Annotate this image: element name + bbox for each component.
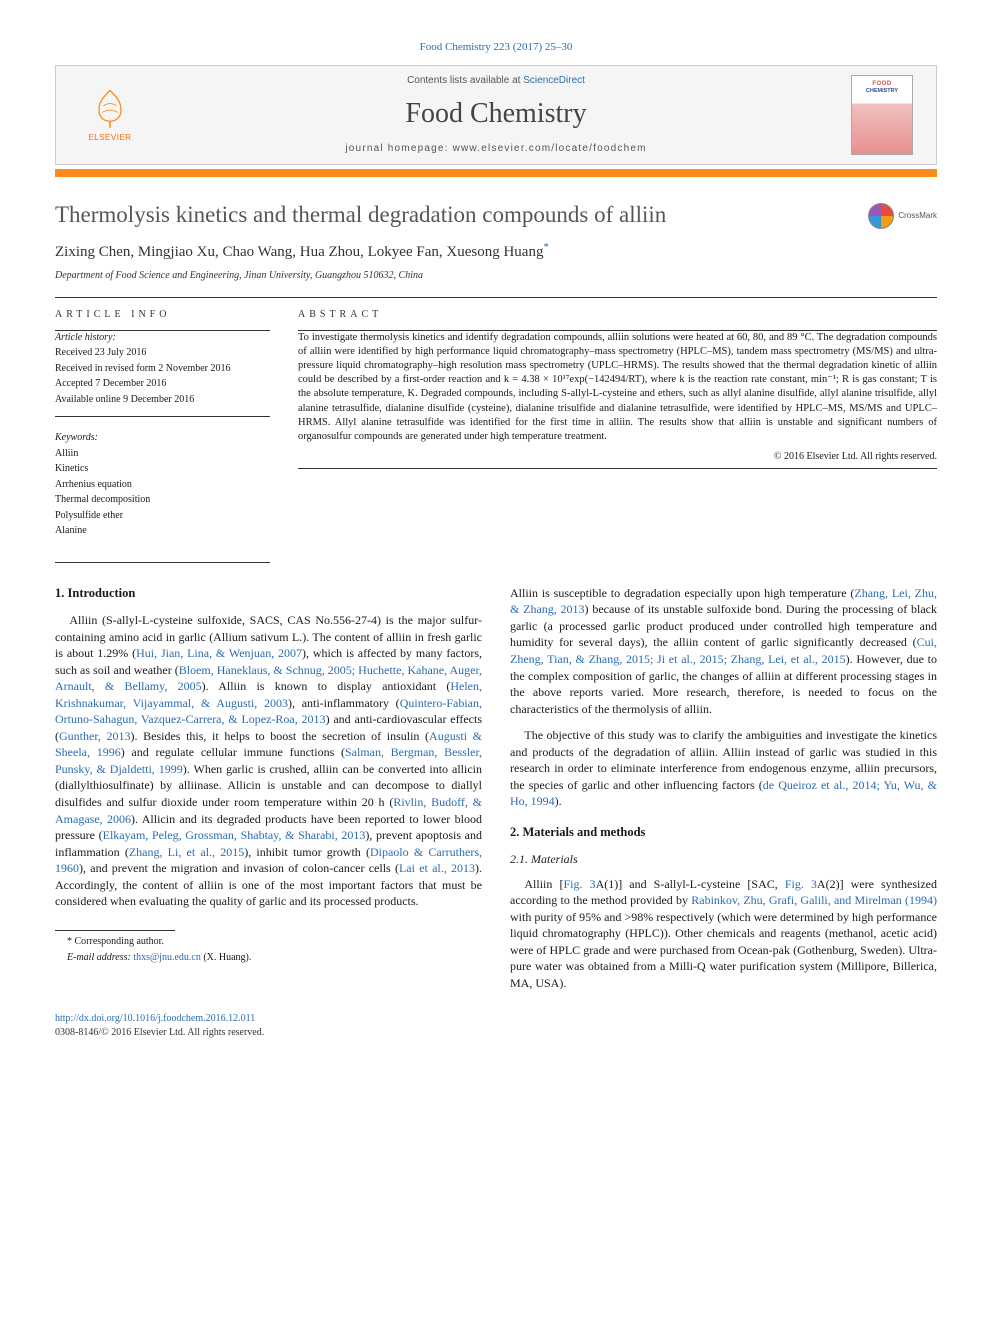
abstract-text: To investigate thermolysis kinetics and … [298,331,937,444]
keyword-item: Thermal decomposition [55,493,270,507]
crossmark-badge[interactable]: CrossMark [868,203,937,229]
citation-link[interactable]: Rabinkov, Zhu, Grafi, Galili, and Mirelm… [691,893,937,907]
contents-prefix: Contents lists available at [407,75,523,86]
history-online: Available online 9 December 2016 [55,393,270,407]
history-label: Article history: [55,331,270,345]
title-row: Thermolysis kinetics and thermal degrada… [55,199,937,231]
right-column: Alliin is susceptible to degradation esp… [510,585,937,1002]
article-info-column: ARTICLE INFO Article history: Received 2… [55,308,270,540]
journal-banner: ELSEVIER Contents lists available at Sci… [55,65,937,164]
email-link[interactable]: thxs@jnu.edu.cn [133,952,201,963]
section-2-head: 2. Materials and methods [510,824,937,841]
contents-line: Contents lists available at ScienceDirec… [150,74,842,88]
doi-prefix: http://dx.doi.org/ [55,1013,123,1024]
cover-thumb-block: FOOD CHEMISTRY [842,75,922,155]
info-abstract-row: ARTICLE INFO Article history: Received 2… [55,308,937,540]
doi-link[interactable]: 10.1016/j.foodchem.2016.12.011 [123,1013,256,1024]
keyword-item: Polysulfide ether [55,509,270,523]
publisher-name: ELSEVIER [88,132,131,143]
citation-link[interactable]: Gunther, 2013 [59,729,130,743]
keyword-item: Kinetics [55,462,270,476]
history-revised: Received in revised form 2 November 2016 [55,362,270,376]
abs-bottom-divider [298,468,937,469]
header-citation: Food Chemistry 223 (2017) 25–30 [55,40,937,55]
figure-link[interactable]: Fig. 3 [785,877,817,891]
abstract-head: ABSTRACT [298,308,937,322]
corresponding-marker: * [543,242,548,253]
citation-link[interactable]: Elkayam, Peleg, Grossman, Shabtay, & Sha… [103,828,366,842]
sciencedirect-link[interactable]: ScienceDirect [523,75,585,86]
doi-line: http://dx.doi.org/10.1016/j.foodchem.201… [55,1012,937,1026]
citation-link[interactable]: Zhang, Li, et al., 2015 [129,845,244,859]
journal-name: Food Chemistry [150,94,842,133]
crossmark-label: CrossMark [898,210,937,221]
left-column: 1. Introduction Alliin (S-allyl-L-cystei… [55,585,482,1002]
issn-line: 0308-8146/© 2016 Elsevier Ltd. All right… [55,1026,937,1040]
crossmark-icon [868,203,894,229]
elsevier-tree-icon [88,86,132,130]
intro-p1: Alliin (S-allyl-L-cysteine sulfoxide, SA… [55,612,482,910]
article-title: Thermolysis kinetics and thermal degrada… [55,199,848,231]
cover-subtitle: CHEMISTRY [852,88,912,96]
homepage-line: journal homepage: www.elsevier.com/locat… [150,142,842,156]
keyword-item: Alanine [55,524,270,538]
homepage-url[interactable]: www.elsevier.com/locate/foodchem [453,143,647,154]
orange-divider-bar [55,169,937,177]
abstract-column: ABSTRACT To investigate thermolysis kine… [298,308,937,540]
citation-link[interactable]: Lai et al., 2013 [399,861,475,875]
homepage-prefix: journal homepage: [345,143,452,154]
kw-divider [55,416,270,417]
article-info-head: ARTICLE INFO [55,308,270,322]
citation-link[interactable]: Hui, Jian, Lina, & Wenjuan, 2007 [136,646,302,660]
corresponding-label: * Corresponding author. [55,935,482,949]
affiliation: Department of Food Science and Engineeri… [55,269,937,283]
publisher-logo-block: ELSEVIER [70,80,150,150]
keyword-item: Arrhenius equation [55,478,270,492]
keywords-block: Keywords: Alliin Kinetics Arrhenius equa… [55,431,270,538]
keywords-label: Keywords: [55,431,270,445]
banner-center: Contents lists available at ScienceDirec… [150,74,842,155]
section-divider [55,297,937,298]
keyword-item: Alliin [55,447,270,461]
intro-p2: Alliin is susceptible to degradation esp… [510,585,937,717]
figure-link[interactable]: Fig. 3 [563,877,595,891]
email-line: E-mail address: thxs@jnu.edu.cn (X. Huan… [55,951,482,965]
abstract-copyright: © 2016 Elsevier Ltd. All rights reserved… [298,450,937,464]
history-accepted: Accepted 7 December 2016 [55,377,270,391]
author-list: Zixing Chen, Mingjiao Xu, Chao Wang, Hua… [55,241,937,263]
authors-text: Zixing Chen, Mingjiao Xu, Chao Wang, Hua… [55,244,543,260]
info-bottom-divider [55,562,270,563]
journal-cover-thumbnail: FOOD CHEMISTRY [851,75,913,155]
elsevier-logo: ELSEVIER [80,80,140,150]
body-columns: 1. Introduction Alliin (S-allyl-L-cystei… [55,585,937,1002]
section-2-1-head: 2.1. Materials [510,851,937,868]
intro-p3: The objective of this study was to clari… [510,727,937,810]
history-received: Received 23 July 2016 [55,346,270,360]
materials-p1: Alliin [Fig. 3A(1)] and S-allyl-L-cystei… [510,876,937,992]
corresponding-footer: * Corresponding author. E-mail address: … [55,930,482,965]
section-1-head: 1. Introduction [55,585,482,602]
footnote-divider [55,930,175,931]
